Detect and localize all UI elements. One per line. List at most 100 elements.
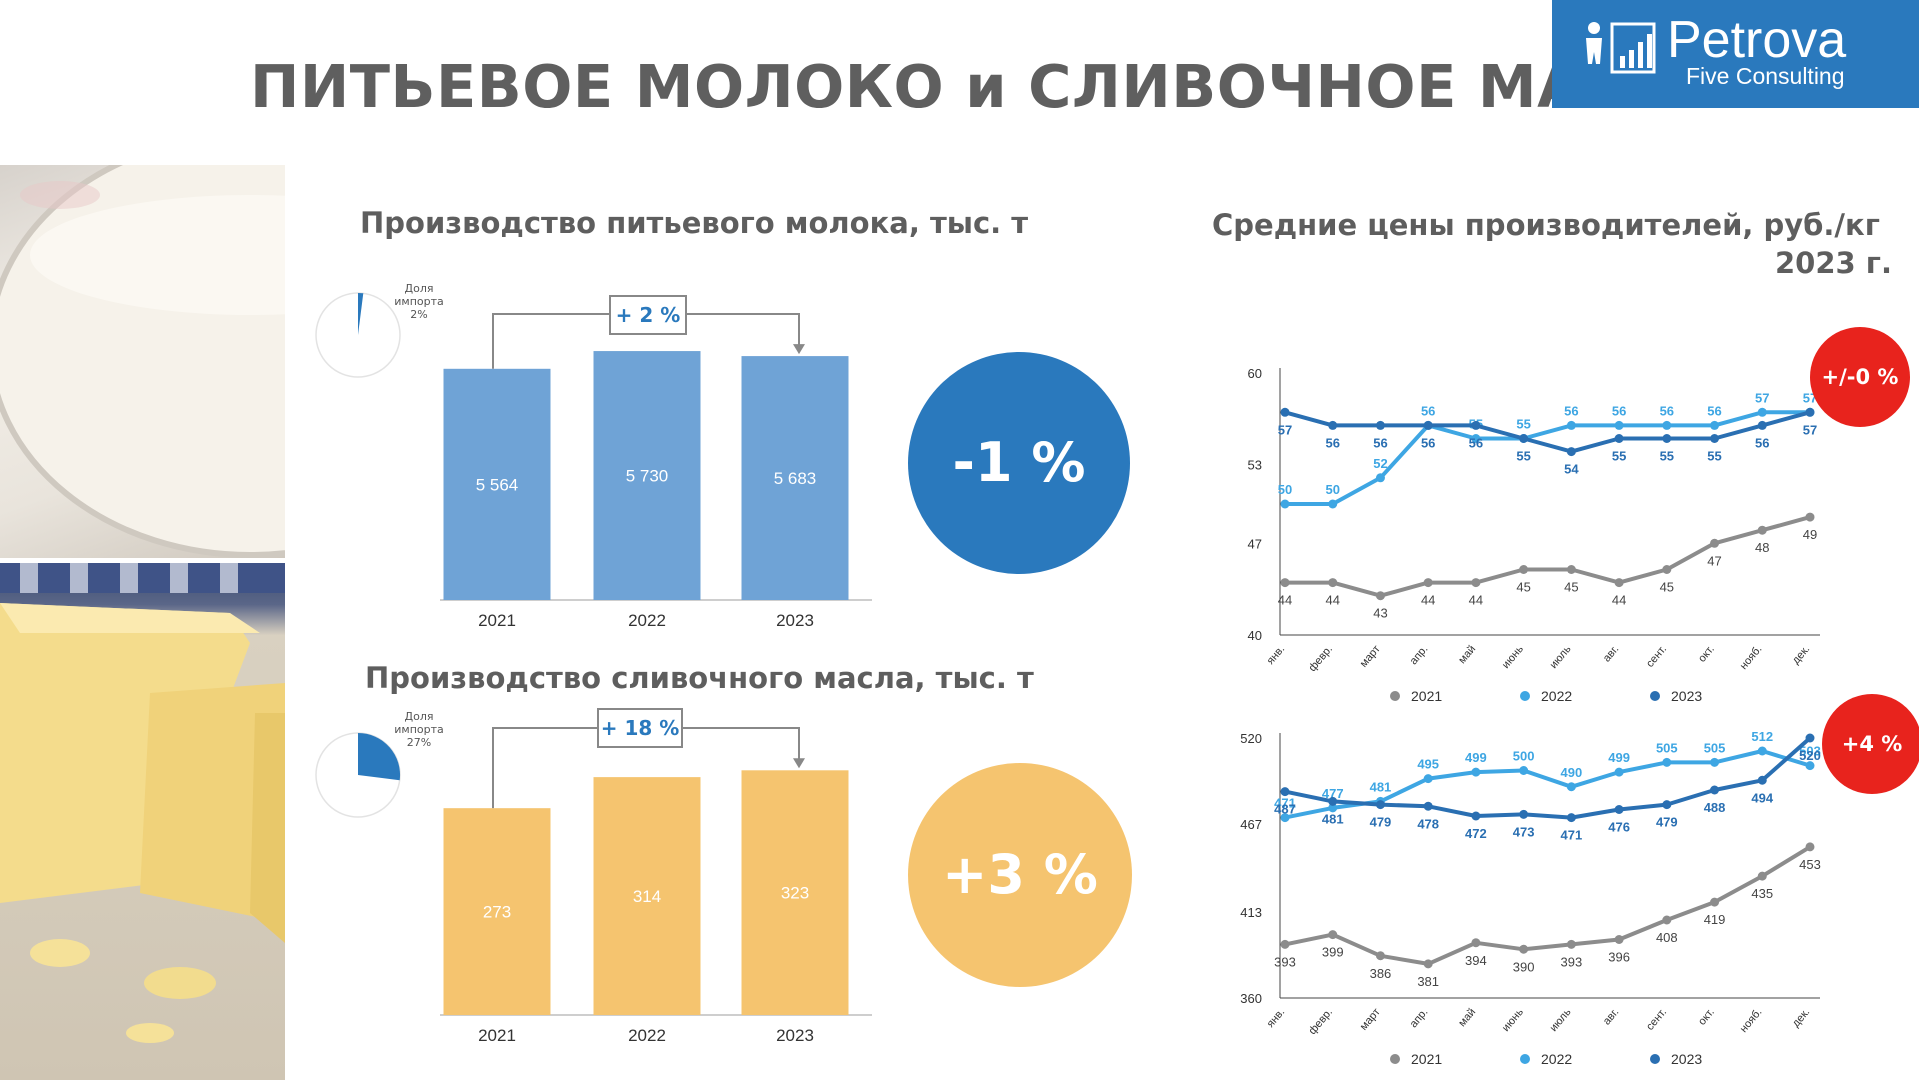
x-tick-label: июль: [1548, 1006, 1574, 1034]
x-tick-label: май: [1456, 1006, 1478, 1029]
butter-change-circle: +3 %: [908, 763, 1132, 987]
data-point: [1662, 565, 1672, 574]
data-label: 44: [1421, 593, 1435, 608]
data-label: 56: [1469, 435, 1483, 450]
data-label: 520: [1799, 748, 1821, 763]
bar: [741, 770, 849, 1015]
data-point: [1710, 538, 1720, 548]
legend-marker: [1520, 1054, 1530, 1064]
data-label: 488: [1704, 800, 1726, 815]
data-label: 45: [1564, 580, 1578, 595]
data-label: 478: [1417, 816, 1439, 831]
series-line: [1285, 410, 1810, 506]
bar: [741, 356, 849, 600]
milk-import-pie: [315, 292, 401, 378]
x-tick-label: июнь: [1500, 643, 1526, 671]
data-label: 503: [1799, 744, 1821, 759]
bar: [443, 368, 551, 600]
data-point: [1280, 407, 1290, 417]
x-tick-label: апр.: [1408, 1006, 1431, 1030]
data-point: [1280, 578, 1290, 588]
data-point: [1757, 746, 1767, 756]
series-line: [1285, 515, 1811, 598]
data-label: 56: [1421, 403, 1435, 418]
data-point: [1662, 915, 1672, 925]
data-label: 435: [1751, 886, 1773, 901]
milk-production-title: Производство питьевого молока, тыс. т: [360, 206, 1029, 240]
data-label: 55: [1516, 417, 1530, 432]
butter-bar-chart: 273 2021 314 2022 323 2023: [440, 727, 872, 1045]
data-point: [1710, 757, 1720, 767]
data-label: 476: [1608, 820, 1630, 835]
data-point: [1710, 420, 1720, 430]
data-point: [1328, 499, 1338, 509]
data-point: [1375, 420, 1385, 430]
data-label: 44: [1469, 593, 1483, 608]
data-point: [1423, 959, 1433, 969]
data-point: [1566, 447, 1576, 457]
data-point: [1519, 766, 1529, 775]
legend-label: 2023: [1671, 688, 1702, 704]
milk-photo: [0, 165, 285, 558]
x-tick-label: февр.: [1306, 1006, 1335, 1037]
y-tick-label: 53: [1248, 458, 1262, 473]
legend-marker: [1520, 691, 1530, 701]
data-label: 479: [1370, 815, 1392, 830]
data-point: [1519, 565, 1529, 574]
x-tick-label: нояб.: [1738, 1006, 1765, 1035]
data-label: 408: [1656, 930, 1678, 945]
data-label: 494: [1751, 790, 1773, 805]
data-label: 50: [1325, 482, 1339, 497]
data-point: [1614, 578, 1624, 588]
data-point: [1328, 803, 1338, 813]
data-label: 505: [1656, 740, 1678, 755]
data-label: 56: [1564, 403, 1578, 418]
butter-price-line-chart: 360 413 467 520 янв. февр. март апр. май июнь июль…: [1240, 729, 1821, 1067]
data-point: [1757, 871, 1767, 881]
data-point: [1710, 897, 1720, 907]
data-label: 471: [1561, 828, 1583, 843]
bar: [443, 808, 551, 1015]
data-point: [1471, 811, 1481, 821]
data-label: 56: [1325, 435, 1339, 450]
data-label: 390: [1513, 959, 1535, 974]
data-point: [1280, 787, 1290, 797]
data-label: 56: [1707, 403, 1721, 418]
bar: [593, 351, 701, 600]
y-tick-label: 47: [1248, 536, 1262, 551]
data-label: 499: [1465, 750, 1487, 765]
data-point: [1566, 939, 1576, 949]
data-point: [1471, 434, 1481, 443]
data-point: [1805, 842, 1815, 852]
data-point: [1423, 801, 1433, 811]
butter-import-pie: [315, 732, 401, 818]
series-line: [1284, 736, 1812, 820]
data-point: [1662, 757, 1672, 767]
x-tick-label: авг.: [1601, 1006, 1622, 1027]
data-point: [1423, 420, 1433, 430]
y-tick-label: 360: [1240, 991, 1262, 1006]
x-tick-label: окт.: [1696, 643, 1717, 664]
data-label: 47: [1707, 553, 1721, 568]
data-label: 43: [1373, 606, 1387, 621]
data-point: [1423, 578, 1433, 588]
data-point: [1328, 420, 1338, 430]
bar-category-label: 2022: [628, 611, 666, 630]
data-point: [1805, 512, 1815, 522]
data-label: 477: [1322, 786, 1344, 801]
data-point: [1566, 420, 1576, 430]
bar-category-label: 2023: [776, 611, 814, 630]
x-tick-label: март: [1358, 1006, 1383, 1033]
data-point: [1328, 578, 1338, 588]
data-point: [1375, 473, 1385, 483]
x-tick-label: май: [1456, 643, 1478, 666]
data-point: [1662, 434, 1672, 443]
x-tick-label: окт.: [1696, 1006, 1717, 1027]
data-point: [1566, 565, 1576, 574]
x-tick-label: апр.: [1408, 643, 1431, 667]
x-tick-label: сент.: [1644, 1006, 1669, 1033]
data-label: 56: [1421, 435, 1435, 450]
consulting-logo-icon: [1586, 22, 1656, 74]
data-point: [1710, 434, 1720, 443]
bar-category-label: 2023: [776, 1026, 814, 1045]
